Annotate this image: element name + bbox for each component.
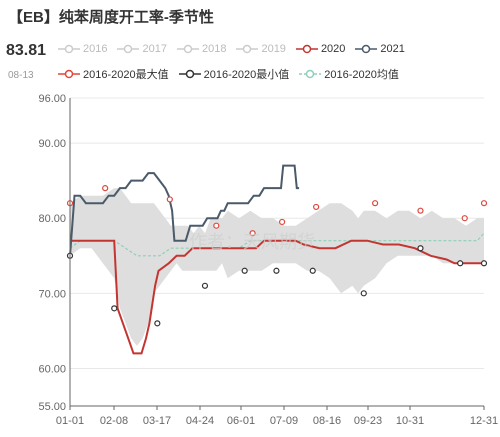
min-marker <box>309 267 316 274</box>
max-marker <box>372 200 379 207</box>
max-marker <box>480 200 488 207</box>
x-tick-label: 08-16 <box>313 415 341 427</box>
min-marker <box>273 267 280 274</box>
legend-label: 2020 <box>320 43 346 55</box>
legend-label: 2016 <box>83 43 108 55</box>
legend-label: 2016-2020最大值 <box>83 69 169 81</box>
x-tick-label: 07-09 <box>270 415 298 427</box>
x-tick-label: 04-24 <box>186 415 214 427</box>
max-marker <box>313 203 320 211</box>
y-tick-label: 80.00 <box>38 213 66 225</box>
legend-row-stats: 2016-2020最大值 2016-2020最小值 2016-2020均值 <box>58 66 409 82</box>
legend-label: 2016-2020最小值 <box>203 69 290 81</box>
legend-item[interactable]: 2020 <box>295 43 346 55</box>
latest-date: 08-13 <box>8 70 34 81</box>
legend-item[interactable]: 2016 <box>58 43 107 55</box>
circle-line-icon <box>236 44 259 54</box>
legend-item[interactable]: 2019 <box>236 43 286 55</box>
x-tick-label: 01-01 <box>56 415 84 427</box>
min-marker <box>480 260 488 267</box>
legend-item[interactable]: 2016-2020均值 <box>299 66 399 82</box>
circle-line-icon <box>295 44 318 54</box>
legend-item[interactable]: 2017 <box>117 43 167 55</box>
legend-label: 2021 <box>380 43 405 55</box>
legend-label: 2019 <box>261 43 286 55</box>
circle-line-icon <box>355 44 378 54</box>
x-tick-label: 09-23 <box>354 415 382 427</box>
min-marker <box>201 282 209 289</box>
y-tick-label: 60.00 <box>38 363 66 375</box>
circle-dash-icon <box>299 69 322 79</box>
y-tick-label: 70.00 <box>38 288 66 300</box>
min-marker <box>360 290 367 297</box>
min-marker <box>154 320 161 327</box>
legend-label: 2017 <box>142 43 167 55</box>
max-marker <box>279 218 286 226</box>
min-marker <box>111 305 118 312</box>
series-line-2020 <box>70 239 484 355</box>
watermark: 作者：天风期货 <box>189 232 315 253</box>
x-tick-label: 03-17 <box>143 415 171 427</box>
min-marker <box>457 260 464 267</box>
axes <box>69 98 485 410</box>
min-marker <box>241 267 248 274</box>
circle-line-icon <box>178 69 201 79</box>
tick-labels: 55.00 60.00 70.00 80.00 90.00 96.00 01-01 02-08… <box>38 93 498 427</box>
max-marker <box>417 207 424 214</box>
y-tick-label: 96.00 <box>38 93 66 105</box>
max-marker <box>213 222 220 229</box>
max-marker <box>461 215 468 222</box>
circle-line-icon <box>176 44 199 54</box>
legend-item[interactable]: 2021 <box>355 43 405 55</box>
legend-row-years: 2016 2017 2018 2019 2020 2021 <box>58 43 415 55</box>
latest-value: 83.81 <box>6 42 47 59</box>
legend-label: 2018 <box>201 43 227 55</box>
x-tick-label: 10-31 <box>396 415 424 427</box>
x-tick-label: 06-01 <box>227 415 255 427</box>
max-marker <box>102 185 109 192</box>
chart-title: 【EB】纯苯周度开工率-季节性 <box>8 9 214 26</box>
legend-item[interactable]: 2018 <box>176 43 227 55</box>
legend-label: 2016-2020均值 <box>324 69 399 81</box>
series-lines <box>69 164 484 355</box>
max-marker <box>166 196 173 203</box>
circle-line-icon <box>117 44 140 54</box>
x-tick-label: 02-08 <box>100 415 128 427</box>
max-marker <box>249 230 256 237</box>
circle-line-icon <box>58 44 80 54</box>
series-line-2021 <box>69 164 300 256</box>
legend-item[interactable]: 2016-2020最小值 <box>178 66 290 82</box>
circle-line-icon <box>58 69 80 79</box>
y-tick-label: 55.00 <box>38 401 66 413</box>
y-tick-label: 90.00 <box>38 138 66 150</box>
legend-item[interactable]: 2016-2020最大值 <box>58 66 169 82</box>
min-marker <box>417 245 424 252</box>
x-tick-label: 12-31 <box>470 415 498 427</box>
